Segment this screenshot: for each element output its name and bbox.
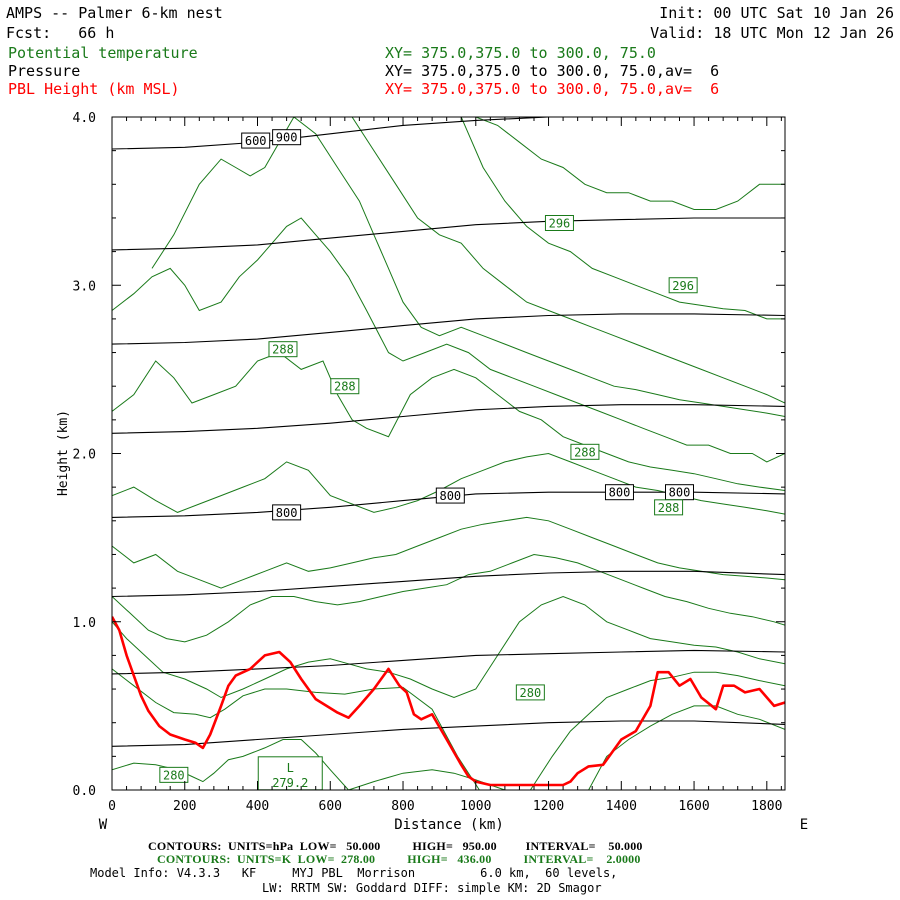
- theta-label-text: 280: [163, 768, 185, 782]
- theta-contour-5: [112, 595, 785, 699]
- y-tick-label: 4.0: [73, 111, 96, 126]
- theta-label-text: 288: [574, 445, 596, 459]
- theta-label-text: 280: [520, 686, 542, 700]
- theta-contour-3: [112, 668, 480, 790]
- x-tick-label: 1400: [606, 799, 637, 814]
- low-center-letter: L: [287, 761, 294, 775]
- y-tick-label: 2.0: [73, 448, 96, 463]
- theta-label-3: 288: [330, 378, 360, 395]
- theta-contour-9: [112, 352, 785, 491]
- theta-contour-2: [588, 705, 785, 790]
- field-pressure-label: Pressure: [8, 62, 81, 80]
- pressure-contour-7: [112, 117, 785, 150]
- pressure-label-1: 900: [272, 129, 302, 146]
- theta-contour-0: [112, 739, 349, 790]
- field-theta-label: Potential temperature: [8, 44, 198, 62]
- theta-contour-8: [112, 452, 785, 515]
- field-pbl-label: PBL Height (km MSL): [8, 80, 180, 98]
- theta-label-text: 288: [334, 380, 356, 394]
- theta-label-text: 288: [272, 343, 294, 357]
- init-time: Init: 00 UTC Sat 10 Jan 26: [659, 4, 894, 22]
- pressure-label-5: 800: [665, 484, 695, 501]
- x-tick-label: 0: [108, 799, 116, 814]
- theta-label-6: 280: [159, 766, 189, 783]
- theta-label-text: 288: [658, 501, 680, 515]
- y-tick-label: 1.0: [73, 616, 96, 631]
- theta-contour-7: [112, 516, 785, 589]
- pressure-label-text: 900: [276, 131, 298, 145]
- theta-contour-1: [348, 769, 506, 790]
- theta-contour-12: [351, 117, 785, 404]
- pressure-label-0: 600: [241, 132, 271, 149]
- theta-contour-13: [460, 117, 785, 320]
- pressure-label-text: 800: [439, 489, 461, 503]
- low-center-value: 279.2: [272, 776, 308, 790]
- pressure-label-2: 800: [272, 504, 302, 521]
- x-tick-label: 1600: [678, 799, 709, 814]
- forecast-hour: Fcst: 66 h: [6, 24, 115, 42]
- x-tick-label: 800: [391, 799, 414, 814]
- x-tick-label: 1800: [751, 799, 782, 814]
- pbl-height-line: [112, 616, 785, 787]
- pressure-label-3: 800: [435, 487, 465, 504]
- xy-pbl: XY= 375.0,375.0 to 300.0, 75.0,av= 6: [385, 80, 720, 98]
- pressure-contour-6: [112, 217, 785, 251]
- pressure-label-text: 800: [609, 486, 631, 500]
- theta-label-7: 280: [515, 684, 545, 701]
- x-tick-label: 200: [173, 799, 196, 814]
- pressure-label-text: 600: [245, 134, 267, 148]
- x-axis-label: Distance (km): [394, 817, 504, 833]
- y-tick-label: 3.0: [73, 279, 96, 294]
- model-info: Model Info: V4.3.3 KF MYJ PBL Morrison 6…: [90, 866, 618, 880]
- theta-label-text: 296: [549, 216, 571, 230]
- x-tick-label: 1000: [460, 799, 491, 814]
- pressure-contour-1: [112, 649, 785, 675]
- theta-label-2: 288: [268, 341, 298, 358]
- theta-label-5: 288: [654, 499, 684, 516]
- contour-info-pressure: CONTOURS: UNITS=hPa LOW= 50.000 HIGH= 95…: [148, 839, 643, 853]
- pressure-contour-2: [112, 570, 785, 598]
- pressure-contour-4: [112, 404, 785, 434]
- contour-info-theta: CONTOURS: UNITS=K LOW= 278.00 HIGH= 436.…: [157, 852, 641, 866]
- west-label: W: [99, 817, 108, 833]
- valid-time: Valid: 18 UTC Mon 12 Jan 26: [650, 24, 894, 42]
- x-tick-label: 600: [319, 799, 342, 814]
- x-tick-label: 400: [246, 799, 269, 814]
- physics-info: LW: RRTM SW: Goddard DIFF: simple KM: 2D…: [262, 881, 602, 895]
- pressure-label-text: 800: [669, 486, 691, 500]
- xy-pressure: XY= 375.0,375.0 to 300.0, 75.0,av= 6: [385, 62, 720, 80]
- theta-contour-11: [151, 117, 785, 417]
- y-tick-label: 0.0: [73, 784, 96, 799]
- y-axis-label: Height (km): [56, 410, 71, 496]
- theta-contour-10: [112, 217, 785, 463]
- pressure-label-text: 800: [276, 506, 298, 520]
- theta-label-0: 296: [544, 214, 574, 231]
- theta-contour-4: [529, 671, 785, 790]
- xy-theta: XY= 375.0,375.0 to 300.0, 75.0: [385, 44, 656, 62]
- theta-label-text: 296: [672, 279, 694, 293]
- plot-title: AMPS -- Palmer 6-km nest: [6, 4, 223, 22]
- pressure-label-4: 800: [604, 484, 634, 501]
- x-tick-label: 1200: [533, 799, 564, 814]
- theta-label-4: 288: [570, 443, 600, 460]
- east-label: E: [800, 817, 808, 833]
- theta-contour-14: [475, 117, 785, 210]
- theta-contour-6: [112, 553, 785, 643]
- theta-label-1: 296: [668, 277, 698, 294]
- pressure-contour-5: [112, 313, 785, 345]
